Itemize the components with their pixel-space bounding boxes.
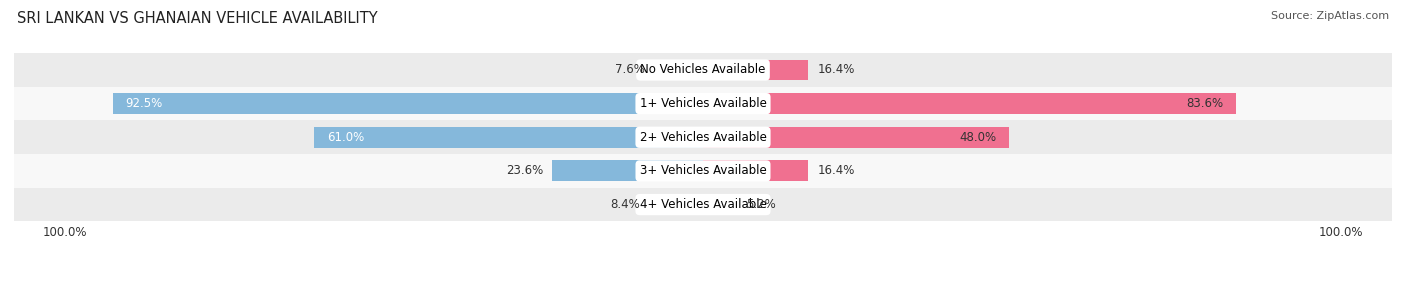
Text: 23.6%: 23.6% (506, 164, 543, 177)
Text: Source: ZipAtlas.com: Source: ZipAtlas.com (1271, 11, 1389, 21)
Text: 16.4%: 16.4% (817, 164, 855, 177)
Bar (703, 194, 737, 215)
Bar (553, 160, 703, 181)
Bar (703, 160, 807, 181)
Bar (14, 120, 1392, 154)
Legend: Sri Lankan, Ghanaian: Sri Lankan, Ghanaian (603, 283, 803, 286)
Bar (112, 93, 703, 114)
Bar (703, 93, 1236, 114)
Text: 92.5%: 92.5% (125, 97, 163, 110)
Bar (703, 59, 807, 80)
Text: 7.6%: 7.6% (614, 63, 645, 76)
Bar (14, 188, 1392, 221)
Text: 83.6%: 83.6% (1187, 97, 1223, 110)
Bar (655, 59, 703, 80)
Bar (650, 194, 703, 215)
Text: 8.4%: 8.4% (610, 198, 640, 211)
Text: 4+ Vehicles Available: 4+ Vehicles Available (640, 198, 766, 211)
Text: 61.0%: 61.0% (326, 131, 364, 144)
Text: 16.4%: 16.4% (817, 63, 855, 76)
Text: 5.2%: 5.2% (745, 198, 776, 211)
Text: No Vehicles Available: No Vehicles Available (640, 63, 766, 76)
Bar (14, 53, 1392, 87)
Text: SRI LANKAN VS GHANAIAN VEHICLE AVAILABILITY: SRI LANKAN VS GHANAIAN VEHICLE AVAILABIL… (17, 11, 377, 26)
Text: 1+ Vehicles Available: 1+ Vehicles Available (640, 97, 766, 110)
Bar (314, 127, 703, 148)
Bar (703, 127, 1010, 148)
Bar (14, 87, 1392, 120)
Text: 3+ Vehicles Available: 3+ Vehicles Available (640, 164, 766, 177)
Text: 2+ Vehicles Available: 2+ Vehicles Available (640, 131, 766, 144)
Bar (14, 154, 1392, 188)
Text: 48.0%: 48.0% (959, 131, 997, 144)
